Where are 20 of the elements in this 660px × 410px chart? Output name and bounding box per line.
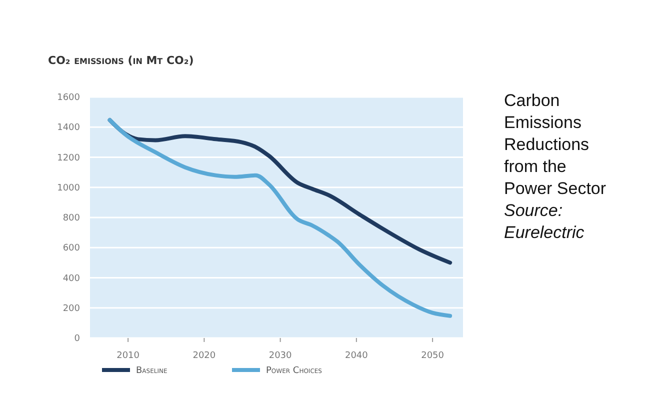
x-tick-label: 2010 — [116, 351, 140, 361]
source-note: Source: Eurelectric — [504, 201, 585, 242]
y-tick-label: 800 — [62, 214, 80, 224]
y-tick-label: 400 — [62, 274, 80, 284]
line-series — [108, 118, 452, 318]
x-tick-label: 2050 — [421, 351, 444, 361]
y-tick-label: 1400 — [57, 123, 80, 134]
x-tick-label: 2020 — [192, 351, 216, 361]
text: Carbon Emissions Reductions from the Power Sector — [504, 91, 606, 198]
y-tick-label: 0 — [74, 334, 80, 344]
legend-label: Power Choices — [266, 366, 322, 376]
legend-label: Baseline — [136, 366, 168, 376]
chart-title: CO₂ emissions (in Mt CO₂) — [48, 54, 194, 67]
y-tick-label: 1600 — [57, 93, 80, 103]
y-tick-label: 200 — [62, 304, 80, 314]
x-tick-label: 2030 — [268, 351, 292, 361]
y-tick-label: 1000 — [57, 183, 80, 194]
x-tick-label: 2040 — [344, 351, 368, 361]
y-tick-label: 600 — [62, 244, 80, 254]
y-tick-label: 1200 — [57, 153, 80, 164]
